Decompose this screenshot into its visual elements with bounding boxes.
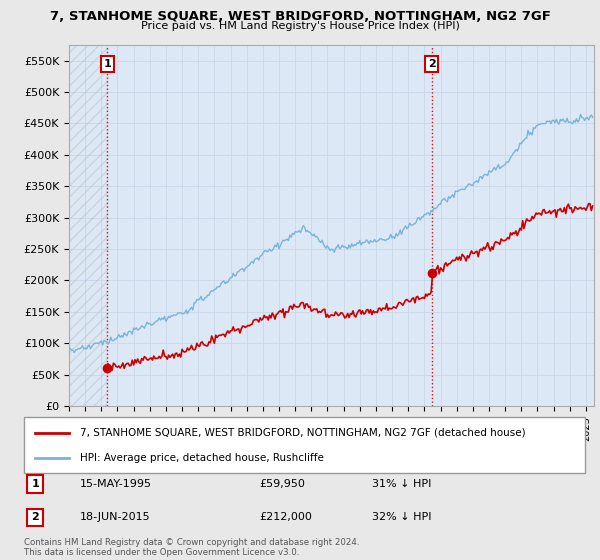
FancyBboxPatch shape [24, 417, 585, 473]
Text: 7, STANHOME SQUARE, WEST BRIDGFORD, NOTTINGHAM, NG2 7GF: 7, STANHOME SQUARE, WEST BRIDGFORD, NOTT… [50, 10, 550, 23]
Text: Contains HM Land Registry data © Crown copyright and database right 2024.
This d: Contains HM Land Registry data © Crown c… [24, 538, 359, 557]
Text: 2: 2 [31, 512, 39, 522]
Text: Price paid vs. HM Land Registry's House Price Index (HPI): Price paid vs. HM Land Registry's House … [140, 21, 460, 31]
Text: 1: 1 [103, 59, 111, 69]
Text: 32% ↓ HPI: 32% ↓ HPI [372, 512, 431, 522]
Text: £212,000: £212,000 [260, 512, 313, 522]
Text: £59,950: £59,950 [260, 479, 305, 489]
Text: 15-MAY-1995: 15-MAY-1995 [80, 479, 152, 489]
Text: 31% ↓ HPI: 31% ↓ HPI [372, 479, 431, 489]
Text: HPI: Average price, detached house, Rushcliffe: HPI: Average price, detached house, Rush… [80, 452, 324, 463]
Text: 7, STANHOME SQUARE, WEST BRIDGFORD, NOTTINGHAM, NG2 7GF (detached house): 7, STANHOME SQUARE, WEST BRIDGFORD, NOTT… [80, 428, 526, 438]
Text: 2: 2 [428, 59, 436, 69]
Text: 1: 1 [31, 479, 39, 489]
Text: 18-JUN-2015: 18-JUN-2015 [80, 512, 151, 522]
